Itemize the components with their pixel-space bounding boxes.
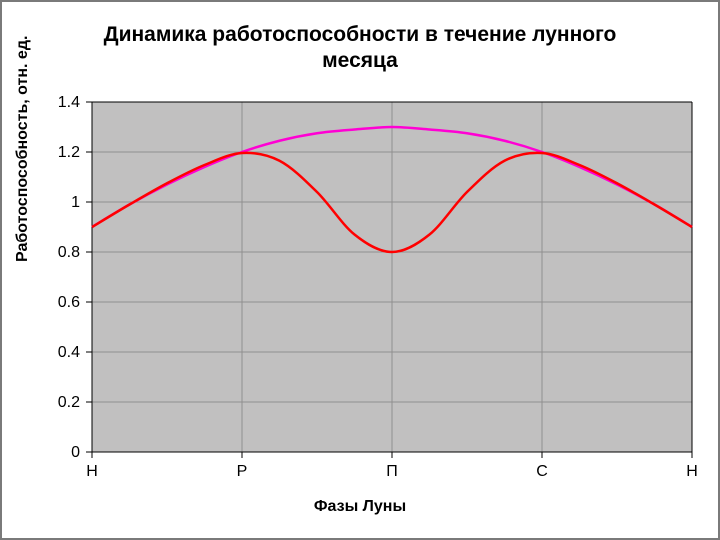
svg-text:П: П <box>386 463 398 480</box>
y-ticks: 0 0.2 0.4 0.6 0.8 1 1.2 1.4 <box>58 94 92 461</box>
svg-text:Н: Н <box>686 463 698 480</box>
svg-text:Р: Р <box>237 463 248 480</box>
plot-area: 0 0.2 0.4 0.6 0.8 1 1.2 1.4 Н Р П С Н <box>42 92 712 502</box>
svg-text:Н: Н <box>86 463 98 480</box>
svg-text:0.4: 0.4 <box>58 344 80 361</box>
svg-text:0.6: 0.6 <box>58 294 80 311</box>
y-axis-label: Работоспособность, отн. ед. <box>14 36 32 262</box>
svg-text:1.2: 1.2 <box>58 144 80 161</box>
svg-text:0.8: 0.8 <box>58 244 80 261</box>
svg-text:0.2: 0.2 <box>58 394 80 411</box>
svg-text:С: С <box>536 463 548 480</box>
chart-frame: Динамика работоспособности в течение лун… <box>0 0 720 540</box>
svg-text:1.4: 1.4 <box>58 94 80 111</box>
svg-text:0: 0 <box>71 444 80 461</box>
x-ticks: НРПСН <box>86 452 698 480</box>
svg-text:1: 1 <box>71 194 80 211</box>
chart-title: Динамика работоспособности в течение лун… <box>2 22 718 75</box>
